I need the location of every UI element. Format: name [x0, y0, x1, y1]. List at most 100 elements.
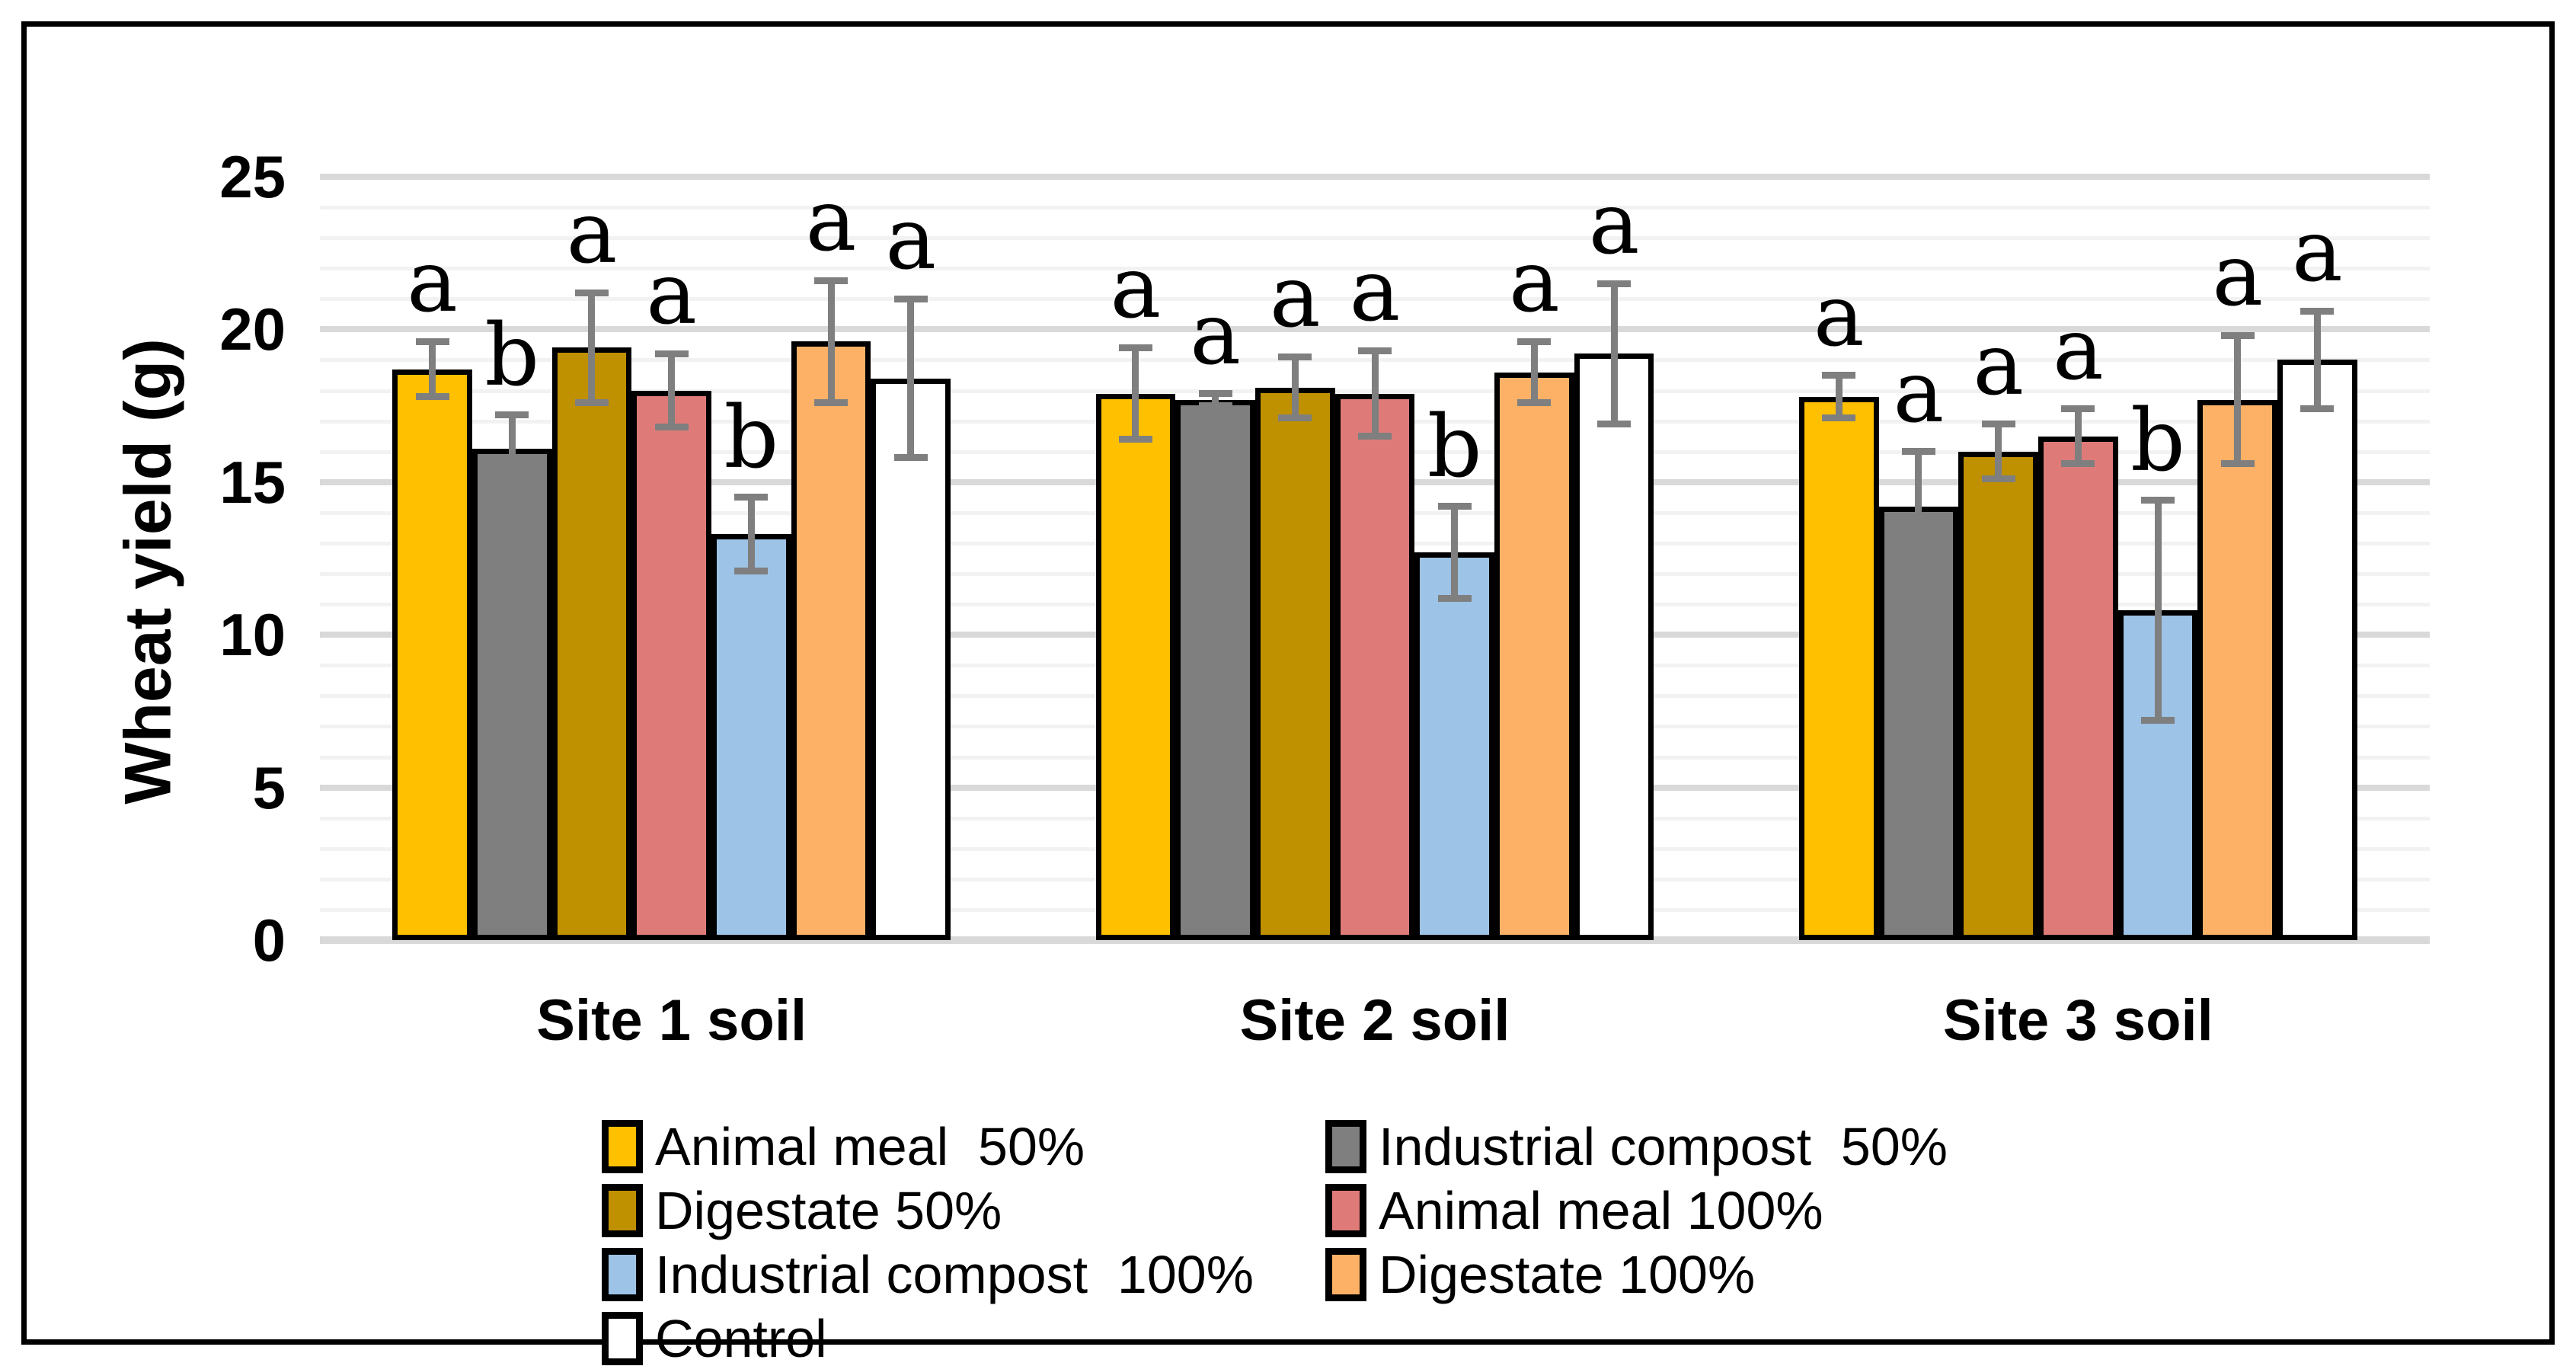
y-tick-label: 15	[219, 448, 286, 516]
error-bar	[2154, 500, 2162, 721]
error-bar-cap	[574, 289, 609, 296]
legend-label: Digestate 50%	[655, 1181, 1002, 1240]
significance-letter: a	[1509, 232, 1560, 332]
bar-site-3-soil-s1	[1798, 396, 1879, 940]
error-bar-cap	[654, 350, 689, 357]
legend-label: Animal meal 100%	[1379, 1181, 1823, 1240]
bar-site-2-soil-s3	[1254, 387, 1335, 940]
major-gridline	[320, 174, 2430, 180]
x-category-label: Site 2 soil	[1239, 988, 1510, 1053]
error-bar	[1915, 451, 1922, 561]
error-bar	[1835, 375, 1843, 418]
significance-letter: b	[724, 388, 779, 488]
error-bar	[508, 414, 516, 482]
error-bar-cap	[574, 399, 609, 407]
error-bar	[1371, 350, 1379, 437]
error-bar-cap	[1597, 280, 1632, 287]
significance-letter: b	[484, 306, 540, 405]
error-bar-cap	[814, 399, 849, 407]
y-tick-label: 20	[219, 296, 286, 363]
legend-swatch-icon	[602, 1184, 643, 1237]
error-bar	[2074, 408, 2082, 464]
error-bar	[668, 353, 676, 427]
significance-letter: a	[1588, 174, 1640, 274]
significance-letter: b	[1427, 397, 1482, 497]
legend-item: Control	[602, 1307, 1325, 1366]
bar-site-1-soil-s1	[392, 369, 472, 940]
legend-item: Animal meal 50%	[602, 1115, 1325, 1179]
significance-letter: a	[1813, 266, 1865, 366]
error-bar-cap	[1118, 436, 1152, 443]
error-bar-cap	[1517, 399, 1552, 407]
x-category-label: Site 3 soil	[1942, 988, 2213, 1053]
error-bar-cap	[2220, 331, 2255, 339]
legend: Animal meal 50% Industrial compost 50% Dig…	[602, 1115, 1948, 1366]
error-bar-cap	[1358, 347, 1392, 354]
error-bar-cap	[734, 494, 769, 501]
error-bar-cap	[1597, 421, 1632, 428]
error-bar-cap	[893, 454, 928, 462]
error-bar-cap	[1822, 372, 1856, 379]
legend-swatch-icon	[602, 1312, 643, 1365]
significance-letter: a	[805, 171, 857, 271]
error-bar	[2313, 311, 2321, 409]
error-bar-cap	[1278, 353, 1312, 360]
error-bar-cap	[2141, 497, 2175, 504]
error-bar-cap	[1901, 448, 1935, 456]
error-bar	[1451, 506, 1459, 599]
bar-site-2-soil-s6	[1494, 372, 1574, 940]
legend-swatch-icon	[1325, 1184, 1366, 1237]
significance-letter: a	[1893, 342, 1945, 442]
major-gridline	[320, 326, 2430, 333]
bar-site-1-soil-s5	[711, 533, 791, 940]
bar-site-2-soil-s4	[1334, 393, 1415, 940]
error-bar-cap	[1981, 421, 2015, 428]
legend-label: Industrial compost 100%	[655, 1245, 1254, 1304]
error-bar-cap	[2061, 405, 2095, 413]
significance-letter: a	[2292, 202, 2343, 302]
error-bar-cap	[415, 393, 449, 401]
error-bar	[588, 293, 596, 403]
minor-gridline	[320, 206, 2430, 210]
error-bar-cap	[1198, 390, 1232, 398]
legend-swatch-icon	[1325, 1248, 1366, 1301]
legend-swatch-icon	[602, 1120, 643, 1173]
significance-letter: a	[1110, 238, 1162, 338]
significance-letter: a	[407, 232, 458, 332]
legend-label: Animal meal 50%	[655, 1117, 1085, 1176]
error-bar-cap	[1278, 414, 1312, 422]
y-tick-label: 5	[252, 753, 286, 821]
legend-label: Industrial compost 50%	[1379, 1117, 1948, 1176]
legend-label: Control	[655, 1309, 827, 1366]
minor-gridline	[320, 236, 2430, 241]
legend-item: Digestate 100%	[1325, 1243, 1948, 1307]
bar-site-1-soil-s3	[551, 347, 632, 940]
error-bar	[1132, 347, 1139, 440]
error-bar-cap	[654, 424, 689, 431]
error-bar-cap	[1198, 402, 1232, 410]
error-bar-cap	[2061, 460, 2095, 468]
x-axis-line	[320, 936, 2430, 944]
bar-site-1-soil-s6	[791, 341, 871, 940]
error-bar	[429, 341, 436, 397]
significance-letter: a	[1349, 242, 1401, 341]
error-bar-cap	[2220, 460, 2255, 468]
significance-letter: a	[2212, 226, 2264, 326]
bar-site-3-soil-s3	[1958, 451, 2038, 940]
legend-item: Animal meal 100%	[1325, 1179, 1948, 1243]
y-tick-label: 0	[252, 907, 286, 974]
error-bar	[747, 497, 755, 571]
error-bar-cap	[1437, 503, 1472, 510]
legend-label: Digestate 100%	[1379, 1245, 1756, 1304]
significance-letter: a	[646, 245, 698, 344]
bar-site-3-soil-s7	[2277, 360, 2357, 940]
error-bar-cap	[2141, 716, 2175, 724]
bar-site-3-soil-s6	[2197, 399, 2278, 940]
bar-site-2-soil-s1	[1095, 393, 1176, 940]
y-axis-tick-labels: 0 5 10 15 20 25	[27, 146, 286, 971]
significance-letter: a	[1190, 284, 1241, 384]
x-axis-category-labels: Site 1 soil Site 2 soil Site 3 soil	[320, 940, 2430, 1070]
error-bar-cap	[495, 411, 529, 419]
error-bar-cap	[1437, 594, 1472, 602]
bar-site-2-soil-s2	[1175, 399, 1255, 940]
